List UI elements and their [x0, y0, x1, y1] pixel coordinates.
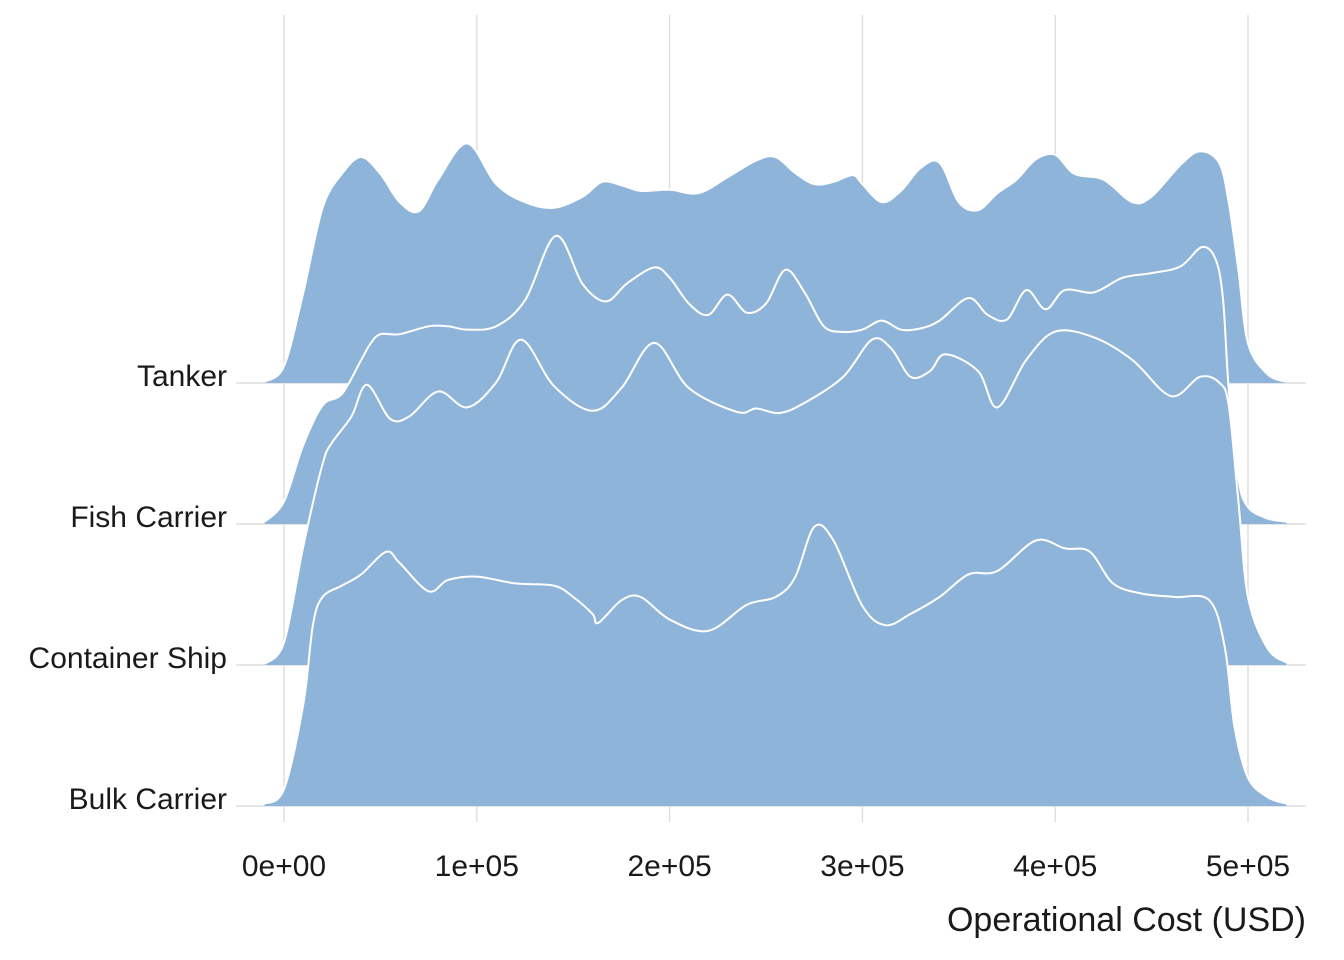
x-tick-label: 5e+05 — [1206, 850, 1290, 883]
x-tick-label: 0e+00 — [242, 850, 326, 883]
x-axis-ticks: 0e+00 1e+05 2e+05 3e+05 4e+05 5e+05 — [242, 850, 1290, 883]
ridge-area-bulk-carrier — [264, 524, 1287, 806]
x-tick-label: 3e+05 — [820, 850, 904, 883]
density-ridges — [263, 142, 1288, 806]
category-label: Container Ship — [29, 642, 227, 675]
ridge-outline-container-ship — [263, 329, 1288, 665]
category-labels: Bulk Carrier Container Ship Fish Carrier Ta… — [29, 360, 227, 816]
category-label: Fish Carrier — [70, 501, 227, 534]
category-label: Tanker — [137, 360, 227, 393]
ridge-outline-tanker — [264, 142, 1287, 383]
x-axis-title: Operational Cost (USD) — [947, 901, 1306, 939]
x-tick-label: 2e+05 — [627, 850, 711, 883]
x-tick-label: 4e+05 — [1013, 850, 1097, 883]
ridge-outline-bulk-carrier — [264, 523, 1287, 805]
ridge-outline-fish-carrier — [263, 234, 1287, 523]
x-tick-label: 1e+05 — [435, 850, 519, 883]
category-label: Bulk Carrier — [69, 783, 227, 816]
